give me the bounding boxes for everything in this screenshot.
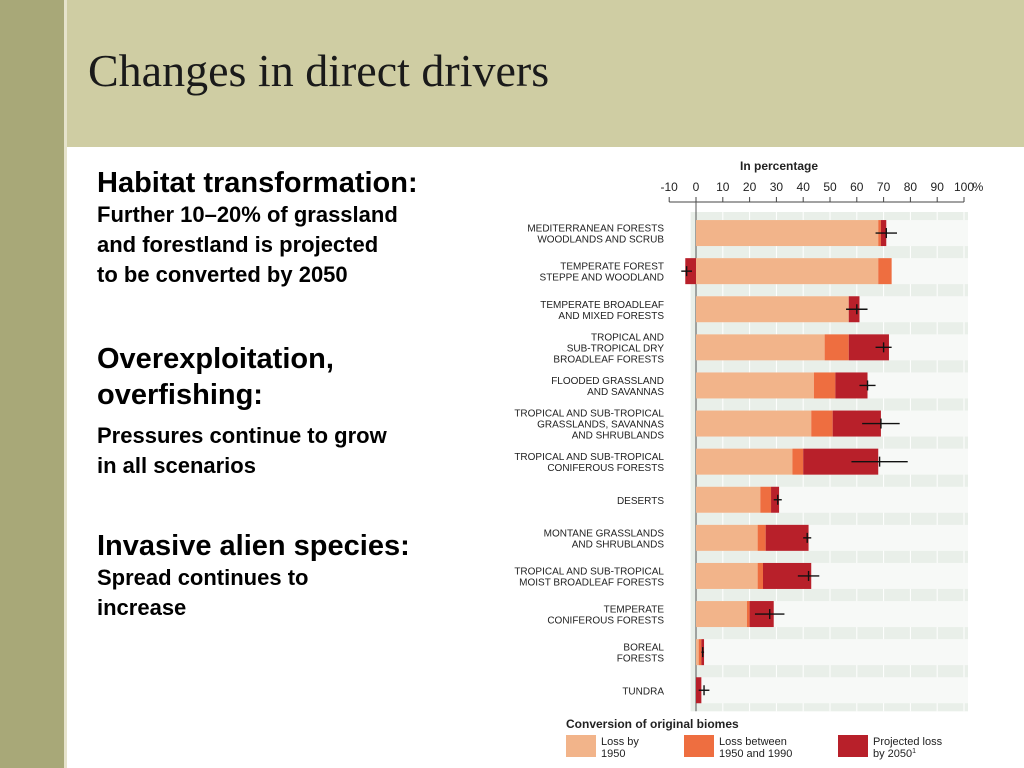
category-label: AND MIXED FORESTS [558,311,664,322]
category-label: BOREAL [623,643,664,654]
x-tick-label: -10 [661,180,679,194]
habitat-line: to be converted by 2050 [97,262,348,287]
x-tick-label: 90 [931,180,945,194]
slide-title: Changes in direct drivers [88,45,550,96]
invasive-line: increase [97,595,187,620]
bar-segment [757,524,766,551]
category-label: MONTANE GRASSLANDS [544,528,665,539]
bar-track [697,677,968,704]
bar-segment [757,562,763,589]
category-label: SUB-TROPICAL DRY [567,343,665,354]
category-label: BROADLEAF FORESTS [553,354,664,365]
category-label: STEPPE AND WOODLAND [540,273,664,284]
category-label: WOODLANDS AND SCRUB [537,235,664,246]
x-tick-label: 0 [693,180,700,194]
invasive-block: Invasive alien species: Spread continues… [97,530,410,623]
category-label: TROPICAL AND SUB-TROPICAL [514,566,664,577]
category-label: FORESTS [617,654,665,665]
legend-swatch [566,735,596,757]
habitat-line: Further 10–20% of grassland [97,202,398,227]
x-tick-label: 40 [797,180,811,194]
x-tick-label: 70 [877,180,891,194]
overexploitation-line: Pressures continue to grow [97,423,387,448]
bar-segment [746,601,750,628]
bar-segment [696,524,758,551]
legend-label: Projected loss [873,736,943,748]
bar-segment [696,334,825,361]
bar-segment [696,562,758,589]
invasive-line: Spread continues to [97,565,309,590]
bar-segment [811,410,833,437]
category-label: MEDITERRANEAN FORESTS [527,224,664,235]
bar-segment [824,334,849,361]
overexploitation-line: in all scenarios [97,453,256,478]
x-tick-label: 30 [770,180,784,194]
habitat-line: and forestland is projected [97,232,379,257]
legend-label: 1950 [601,748,625,760]
bar-segment [696,372,814,399]
bar-segment [765,524,809,551]
legend-label: by 20501 [873,748,916,760]
bar-track [697,639,968,666]
x-tick-label: 20 [743,180,757,194]
habitat-heading: Habitat transformation: [97,167,418,199]
category-label: FLOODED GRASSLAND [551,376,664,387]
left-accent-edge [64,0,67,768]
bar-segment [696,258,879,285]
x-tick-label: 50 [823,180,837,194]
category-label: MOIST BROADLEAF FORESTS [519,577,664,588]
category-label: AND SAVANNAS [587,387,664,398]
category-label: AND SHRUBLANDS [572,539,665,550]
x-tick-label: 100 [954,180,974,194]
biome-conversion-chart: In percentage -10 0 10 20 30 40 50 60 70 80 90 100% M… [514,159,984,760]
habitat-block: Habitat transformation: Further 10–20% o… [97,167,418,290]
category-label: TROPICAL AND [591,332,664,343]
bar-segment [698,639,702,666]
bar-segment [696,296,849,323]
bar-segment [760,486,772,513]
category-label: CONIFEROUS FORESTS [547,463,664,474]
bar-segment [878,258,892,285]
bar-segment [696,410,812,437]
legend-swatch [838,735,868,757]
overexploitation-block: Overexploitation, overfishing: Pressures… [97,341,387,481]
x-tick-label: 10 [716,180,730,194]
bar-segment [813,372,836,399]
category-label: AND SHRUBLANDS [572,431,665,442]
bar-segment [792,448,804,475]
bar-segment [696,639,699,666]
x-unit-label: % [973,180,984,194]
category-label: TROPICAL AND SUB-TROPICAL [514,409,664,420]
bar-segment [696,448,793,475]
left-accent-bar [0,0,64,768]
legend-label: Loss between [719,736,787,748]
category-label: TEMPERATE FOREST [560,262,664,273]
category-label: TEMPERATE [604,605,665,616]
x-tick-label: 80 [904,180,918,194]
overexploitation-heading: Overexploitation, [97,343,334,375]
bar-segment [696,601,747,628]
legend-swatch [684,735,714,757]
legend-label: 1950 and 1990 [719,748,792,760]
category-label: TUNDRA [622,686,664,697]
bar-segment [696,486,761,513]
category-label: GRASSLANDS, SAVANNAS [537,420,664,431]
category-label: CONIFEROUS FORESTS [547,616,664,627]
title-banner [67,0,1024,147]
x-tick-label: 60 [850,180,864,194]
category-label: DESERTS [617,496,664,507]
bar-segment [696,220,879,247]
legend-label: Loss by [601,736,639,748]
axis-title: In percentage [740,159,818,173]
category-label: TROPICAL AND SUB-TROPICAL [514,452,664,463]
overexploitation-heading: overfishing: [97,379,263,411]
category-label: TEMPERATE BROADLEAF [540,300,664,311]
legend-title: Conversion of original biomes [566,717,739,731]
invasive-heading: Invasive alien species: [97,530,410,562]
